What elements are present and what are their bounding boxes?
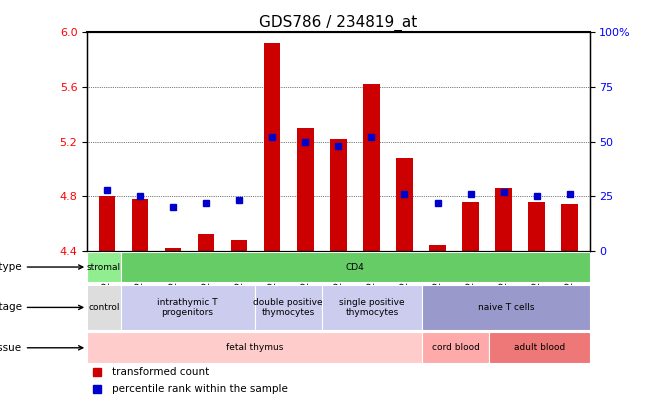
Text: control: control xyxy=(88,303,120,312)
Bar xyxy=(132,199,148,251)
Bar xyxy=(495,188,512,251)
Bar xyxy=(561,204,578,251)
Bar xyxy=(165,248,182,251)
Bar xyxy=(231,240,247,251)
Bar xyxy=(396,158,413,251)
Text: cord blood: cord blood xyxy=(431,343,480,352)
Bar xyxy=(98,196,115,251)
Title: GDS786 / 234819_at: GDS786 / 234819_at xyxy=(259,15,417,31)
Text: intrathymic T
progenitors: intrathymic T progenitors xyxy=(157,298,218,317)
Text: naive T cells: naive T cells xyxy=(478,303,534,312)
Bar xyxy=(264,43,281,251)
Bar xyxy=(87,333,422,363)
Text: double positive
thymocytes: double positive thymocytes xyxy=(253,298,323,317)
Bar xyxy=(121,285,255,330)
Bar xyxy=(322,285,422,330)
Text: cell type: cell type xyxy=(0,262,83,272)
Bar xyxy=(87,285,121,330)
Bar xyxy=(422,285,590,330)
Text: development stage: development stage xyxy=(0,303,83,312)
Bar xyxy=(198,234,214,251)
Text: stromal: stromal xyxy=(87,262,121,271)
Text: fetal thymus: fetal thymus xyxy=(226,343,283,352)
Bar xyxy=(363,84,380,251)
Bar xyxy=(255,285,322,330)
Bar xyxy=(429,245,446,251)
Text: adult blood: adult blood xyxy=(514,343,565,352)
Bar xyxy=(297,128,314,251)
Bar xyxy=(422,333,489,363)
Bar xyxy=(87,252,121,282)
Bar xyxy=(330,139,346,251)
Text: single positive
thymocytes: single positive thymocytes xyxy=(339,298,405,317)
Bar xyxy=(529,202,545,251)
Text: transformed count: transformed count xyxy=(113,367,210,377)
Bar xyxy=(489,333,590,363)
Text: percentile rank within the sample: percentile rank within the sample xyxy=(113,384,288,394)
Bar xyxy=(462,202,479,251)
Text: tissue: tissue xyxy=(0,343,83,353)
Text: CD4: CD4 xyxy=(346,262,364,271)
